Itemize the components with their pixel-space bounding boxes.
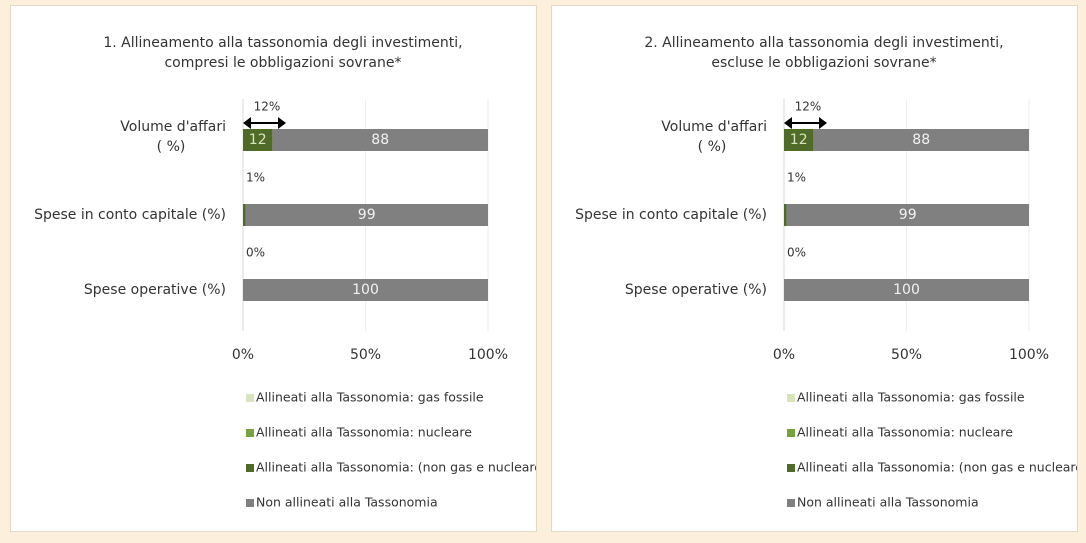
bar-segment (245, 204, 488, 226)
annotation: 1% (787, 171, 806, 185)
category-label: Spese in conto capitale (%) (575, 207, 767, 223)
bar-segment (786, 204, 1029, 226)
legend-swatch (787, 464, 795, 472)
category-label: Volume d'affari (661, 119, 767, 135)
chart-title: 1. Allineamento alla tassonomia degli in… (103, 35, 462, 51)
legend-swatch (246, 499, 254, 507)
legend-swatch (246, 464, 254, 472)
legend-label: Non allineati alla Tassonomia (256, 495, 438, 510)
chart: 1. Allineamento alla tassonomia degli in… (34, 35, 547, 510)
category-label: Volume d'affari (120, 119, 226, 135)
bar-segment (272, 129, 488, 151)
category-label: Spese operative (%) (625, 282, 767, 298)
legend-swatch (246, 394, 254, 402)
bar-segment (784, 279, 1029, 301)
legend-label: Allineati alla Tassonomia: nucleare (797, 425, 1013, 440)
chart-title: 2. Allineamento alla tassonomia degli in… (644, 35, 1003, 51)
chart-title: compresi le obbligazioni sovrane* (164, 55, 401, 71)
x-tick-label: 50% (350, 347, 381, 363)
legend-swatch (787, 429, 795, 437)
chart-panel: 2. Allineamento alla tassonomia degli in… (551, 5, 1086, 532)
value-label: 99 (358, 207, 376, 223)
annotation: 1% (246, 171, 265, 185)
category-label: Spese in conto capitale (%) (34, 207, 226, 223)
category-label: ( %) (698, 139, 727, 155)
chart: 2. Allineamento alla tassonomia degli in… (575, 35, 1086, 510)
annotation: 12% (795, 100, 822, 114)
legend-label: Non allineati alla Tassonomia (797, 495, 979, 510)
bar-segment (784, 129, 814, 151)
legend-label: Allineati alla Tassonomia: (non gas e nu… (797, 460, 1077, 475)
bar-segment (784, 204, 787, 226)
x-tick-label: 0% (773, 347, 795, 363)
annotation: 12% (254, 100, 281, 114)
value-label: 12 (790, 132, 808, 148)
chart-panel: 1. Allineamento alla tassonomia degli in… (10, 5, 547, 532)
legend-swatch (787, 394, 795, 402)
chart-title: escluse le obbligazioni sovrane* (711, 55, 936, 71)
category-label: Spese operative (%) (84, 282, 226, 298)
value-label: 12 (249, 132, 267, 148)
legend-swatch (246, 429, 254, 437)
annotation: 0% (246, 246, 265, 260)
value-label: 88 (371, 132, 389, 148)
category-label: ( %) (157, 139, 186, 155)
bar-segment (243, 129, 273, 151)
x-tick-label: 50% (891, 347, 922, 363)
legend-swatch (787, 499, 795, 507)
legend-label: Allineati alla Tassonomia: gas fossile (256, 390, 484, 405)
value-label: 88 (912, 132, 930, 148)
bar-segment (243, 279, 488, 301)
x-tick-label: 100% (468, 347, 508, 363)
value-label: 100 (893, 282, 920, 298)
x-tick-label: 0% (232, 347, 254, 363)
value-label: 99 (899, 207, 917, 223)
bar-segment (243, 204, 246, 226)
annotation: 0% (787, 246, 806, 260)
legend-label: Allineati alla Tassonomia: (non gas e nu… (256, 460, 536, 475)
bar-segment (813, 129, 1029, 151)
x-tick-label: 100% (1009, 347, 1049, 363)
legend-label: Allineati alla Tassonomia: nucleare (256, 425, 472, 440)
value-label: 100 (352, 282, 379, 298)
legend-label: Allineati alla Tassonomia: gas fossile (797, 390, 1025, 405)
